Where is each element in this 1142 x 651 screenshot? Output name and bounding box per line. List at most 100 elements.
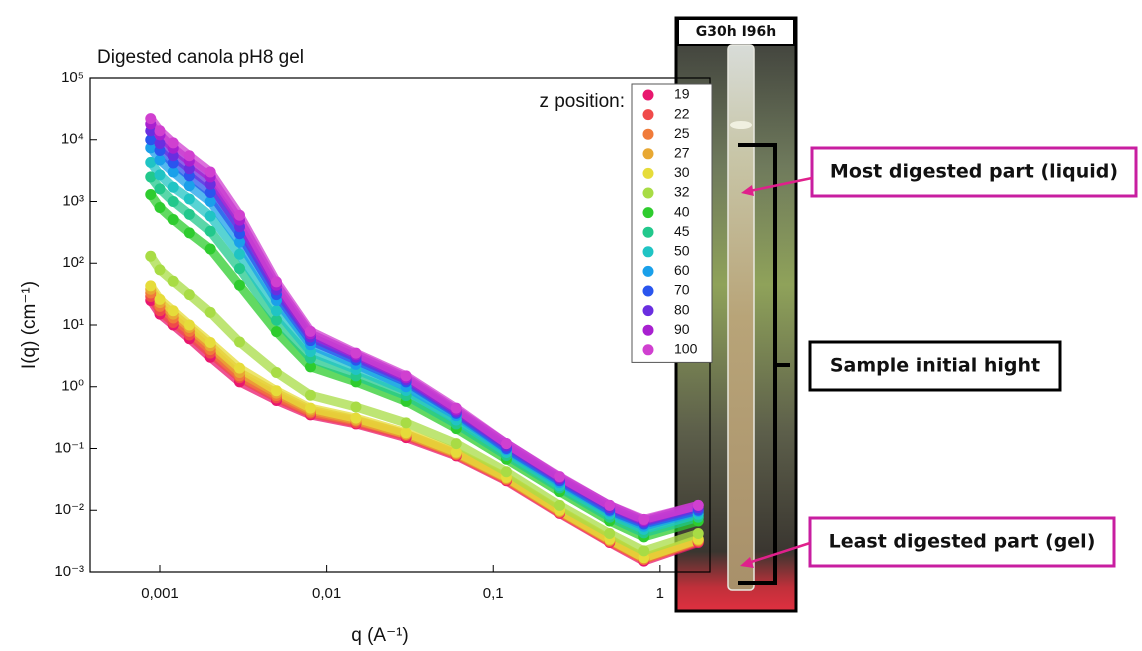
legend-marker [642, 187, 654, 199]
point [304, 402, 316, 414]
point [167, 305, 179, 317]
point [183, 319, 195, 331]
legend-marker [642, 128, 654, 140]
photo-label: G30h I96h [696, 24, 776, 40]
arrowhead [740, 557, 754, 568]
annotation: Least digested part (gel) [829, 531, 1096, 553]
x-tick-label: 0,001 [141, 585, 179, 602]
legend-title: z position: [539, 91, 625, 112]
point [183, 150, 195, 162]
legend-label: 32 [674, 184, 690, 200]
point [270, 326, 282, 338]
y-tick-label: 10⁻² [54, 501, 84, 518]
point [554, 471, 566, 483]
y-tick-label: 10¹ [62, 316, 84, 333]
x-tick-label: 0,1 [483, 585, 504, 602]
legend-label: 80 [674, 301, 690, 317]
y-tick-label: 10² [62, 254, 84, 271]
point [204, 186, 216, 198]
point [270, 385, 282, 397]
point [145, 134, 157, 146]
point [638, 513, 650, 525]
point [154, 169, 166, 181]
point [500, 438, 512, 450]
plot: 10⁻³ 10⁻² 10⁻¹ 10⁰ 10¹ 10² 10³ 10⁴ 10⁵ 0,001 0,01 0… [54, 69, 713, 602]
legend-marker [642, 285, 654, 297]
point [167, 196, 179, 207]
legend-marker [642, 305, 654, 317]
point [692, 528, 704, 540]
point [145, 280, 157, 292]
point [350, 347, 362, 359]
y-axis-label: I(q) (cm⁻¹) [19, 281, 40, 369]
point [204, 166, 216, 178]
legend-box [631, 83, 713, 363]
legend-label: 90 [674, 321, 690, 337]
legend-label: 50 [674, 243, 690, 259]
point [270, 276, 282, 288]
point [400, 370, 412, 382]
point [167, 275, 179, 287]
point [234, 336, 246, 348]
point [692, 499, 704, 511]
annotation: Most digested part (liquid) [830, 161, 1118, 183]
legend-label: 27 [674, 145, 690, 161]
legend-marker [642, 207, 654, 219]
point [304, 389, 316, 401]
point [154, 264, 166, 276]
point [604, 499, 616, 511]
legend-marker [642, 344, 654, 356]
point [183, 180, 195, 192]
point [204, 225, 216, 237]
point [145, 142, 157, 154]
point [167, 181, 179, 193]
legend-label: 25 [674, 125, 690, 141]
point [167, 166, 179, 178]
point [145, 171, 157, 183]
annotation: Sample initial hight [830, 355, 1040, 377]
point [234, 248, 246, 260]
point [204, 243, 216, 255]
y-tick-label: 10⁻¹ [54, 439, 84, 456]
point [167, 137, 179, 149]
point [183, 193, 195, 205]
point [154, 154, 166, 166]
x-tick-label: 0,01 [312, 585, 341, 602]
legend-marker [642, 246, 654, 258]
chart-title: Digested canola pH8 gel [97, 47, 304, 68]
point [167, 150, 179, 162]
point [204, 210, 216, 222]
legend-label: 100 [674, 341, 698, 357]
y-tick-label: 10⁰ [61, 378, 84, 395]
legend-label: 60 [674, 262, 690, 278]
legend-marker [642, 148, 654, 160]
point [154, 201, 166, 213]
point [604, 528, 616, 540]
tube [727, 44, 755, 591]
point [270, 367, 282, 379]
point [154, 125, 166, 137]
point [145, 156, 157, 168]
y-tick-label: 10⁻³ [54, 563, 84, 580]
legend-marker [642, 324, 654, 336]
series-band [146, 251, 703, 556]
point [638, 545, 650, 557]
point [554, 499, 566, 511]
point [450, 446, 462, 458]
point [400, 417, 412, 429]
point [304, 325, 316, 337]
legend-marker [642, 226, 654, 238]
series-band [146, 281, 703, 563]
point [304, 361, 316, 373]
legend-marker [642, 109, 654, 121]
y-tick-label: 10⁴ [61, 131, 84, 148]
point [500, 466, 512, 478]
point [270, 305, 282, 317]
series-band [146, 126, 703, 527]
point [145, 250, 157, 262]
bracket [738, 143, 790, 585]
point [350, 412, 362, 424]
point [234, 362, 246, 374]
legend-marker [642, 167, 654, 179]
